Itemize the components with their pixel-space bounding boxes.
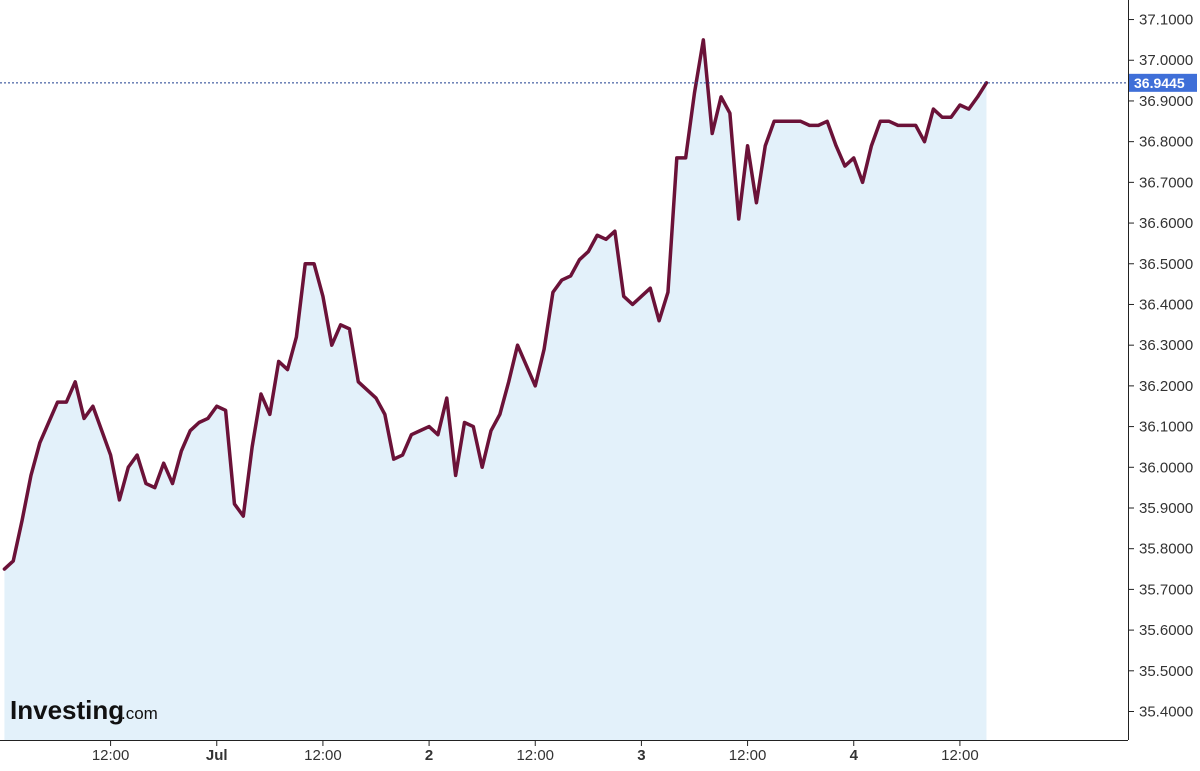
y-tick-label: 36.1000 xyxy=(1139,419,1193,436)
area-fill xyxy=(4,39,987,740)
y-tick-label: 36.3000 xyxy=(1139,337,1193,354)
logo-sub-text: .com xyxy=(121,704,158,723)
y-tick-label: 36.0000 xyxy=(1139,459,1193,476)
y-tick-label: 36.6000 xyxy=(1139,215,1193,232)
y-tick-label: 35.4000 xyxy=(1139,704,1193,721)
logo-main-text: Investing xyxy=(10,695,124,725)
price-line xyxy=(2,38,989,571)
x-tick-label: 12:00 xyxy=(941,747,979,764)
x-tick-label: 2 xyxy=(425,747,433,764)
y-tick-label: 35.7000 xyxy=(1139,581,1193,598)
y-tick-label: 37.1000 xyxy=(1139,12,1193,29)
y-tick-label: 36.5000 xyxy=(1139,256,1193,273)
y-tick-label: 36.4000 xyxy=(1139,296,1193,313)
x-tick-label: 4 xyxy=(850,747,859,764)
x-tick-label: Jul xyxy=(206,747,228,764)
y-tick-label: 36.8000 xyxy=(1139,134,1193,151)
x-tick-label: 12:00 xyxy=(92,747,130,764)
x-tick-label: 12:00 xyxy=(729,747,767,764)
x-tick-label: 3 xyxy=(637,747,645,764)
x-tick-label: 12:00 xyxy=(304,747,342,764)
y-tick-label: 36.7000 xyxy=(1139,174,1193,191)
line-layer xyxy=(2,38,989,571)
y-tick-label: 36.2000 xyxy=(1139,378,1193,395)
y-tick-label: 36.9000 xyxy=(1139,93,1193,110)
y-tick-label: 35.5000 xyxy=(1139,663,1193,680)
x-tick-label: 12:00 xyxy=(516,747,554,764)
y-tick-label: 35.6000 xyxy=(1139,622,1193,639)
investing-logo: Investing .com xyxy=(10,695,158,725)
last-value-label: 36.9445 xyxy=(1134,75,1185,91)
last-value-badge xyxy=(1129,73,1197,92)
area-layer xyxy=(4,39,987,740)
y-tick-label: 35.8000 xyxy=(1139,541,1193,558)
y-tick-label: 35.9000 xyxy=(1139,500,1193,517)
y-tick-label: 37.0000 xyxy=(1139,52,1193,69)
